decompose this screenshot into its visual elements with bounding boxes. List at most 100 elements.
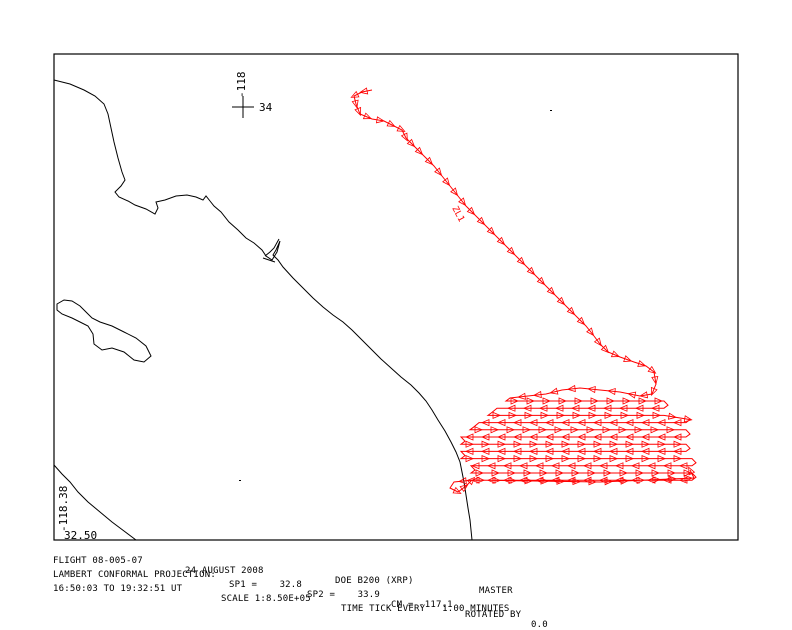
time-tick-marker bbox=[526, 397, 536, 405]
time-tick-marker bbox=[622, 397, 632, 405]
time-tick-marker bbox=[512, 418, 522, 427]
time-tick-marker bbox=[662, 476, 672, 484]
time-tick-marker bbox=[497, 454, 507, 463]
time-tick-marker bbox=[582, 476, 592, 484]
flight-track-map: -118 34 -118.38 32.50 ZL1 bbox=[53, 53, 739, 542]
time-tick-marker bbox=[351, 99, 359, 109]
time-tick-marker bbox=[678, 462, 688, 470]
time-tick-marker bbox=[650, 386, 658, 397]
map-scale: SCALE 1:8.50E+05 bbox=[221, 594, 311, 604]
time-tick-marker bbox=[586, 404, 596, 412]
time-tick-marker bbox=[576, 316, 586, 326]
time-tick-marker bbox=[608, 433, 618, 441]
time-tick-marker bbox=[466, 206, 476, 216]
time-tick-marker bbox=[652, 411, 662, 420]
time-tick-marker bbox=[640, 418, 650, 427]
time-tick-marker bbox=[475, 469, 485, 477]
time-tick-marker bbox=[486, 462, 496, 470]
time-tick-marker bbox=[523, 469, 533, 477]
time-tick-marker bbox=[572, 477, 582, 486]
time-tick-marker bbox=[518, 476, 528, 484]
time-tick-marker bbox=[634, 404, 644, 412]
time-tick-marker bbox=[647, 365, 657, 374]
time-tick-marker bbox=[496, 236, 506, 246]
time-tick-marker bbox=[673, 440, 683, 448]
time-tick-marker bbox=[566, 476, 576, 484]
time-tick-marker bbox=[640, 447, 650, 456]
time-tick-marker bbox=[518, 462, 528, 470]
time-tick-marker bbox=[646, 462, 656, 470]
time-tick-marker bbox=[492, 411, 502, 420]
time-tick-marker bbox=[524, 411, 534, 420]
time-tick-marker bbox=[550, 476, 560, 484]
time-tick-marker bbox=[556, 296, 566, 306]
time-tick-marker bbox=[640, 433, 650, 441]
time-tick-marker bbox=[608, 418, 618, 427]
time-tick-marker bbox=[586, 327, 595, 337]
time-tick-marker bbox=[538, 426, 548, 434]
time-tick-marker bbox=[571, 469, 581, 477]
time-tick-marker bbox=[598, 462, 608, 470]
time-tick-marker bbox=[554, 404, 564, 412]
time-tick-marker bbox=[630, 476, 640, 484]
central-meridian: CM = -117.1 bbox=[391, 600, 453, 610]
time-tick-marker bbox=[458, 477, 467, 485]
time-tick-marker bbox=[513, 440, 523, 448]
time-tick-marker bbox=[576, 447, 586, 456]
time-tick-marker bbox=[466, 476, 476, 486]
time-tick-marker bbox=[538, 404, 548, 412]
time-tick-marker bbox=[556, 411, 566, 420]
time-tick-marker bbox=[534, 462, 544, 470]
time-tick-marker bbox=[672, 447, 682, 456]
time-tick-marker bbox=[528, 418, 538, 427]
time-tick-marker bbox=[572, 411, 582, 420]
sp1-value: SP1 = 32.8 bbox=[229, 580, 303, 590]
time-tick-marker bbox=[641, 454, 651, 463]
time-tick-marker bbox=[624, 447, 634, 456]
time-tick-marker bbox=[657, 454, 667, 463]
time-tick-marker bbox=[625, 454, 635, 463]
time-tick-marker bbox=[567, 384, 576, 393]
southwest-coastline bbox=[53, 464, 137, 541]
time-tick-marker bbox=[507, 469, 517, 477]
time-tick-marker bbox=[452, 486, 462, 494]
time-tick-marker bbox=[650, 404, 660, 412]
time-tick-marker bbox=[396, 124, 406, 132]
time-tick-marker bbox=[508, 411, 518, 420]
time-tick-marker bbox=[560, 433, 570, 441]
time-tick-marker bbox=[619, 469, 629, 477]
time-tick-marker bbox=[529, 454, 539, 463]
time-tick-marker bbox=[496, 418, 506, 427]
time-tick-marker bbox=[609, 440, 619, 448]
time-tick-marker bbox=[576, 418, 586, 427]
time-tick-marker bbox=[667, 412, 677, 420]
time-tick-marker bbox=[618, 426, 628, 434]
time-tick-marker bbox=[540, 411, 550, 420]
time-tick-marker bbox=[641, 440, 651, 448]
time-tick-marker bbox=[375, 116, 385, 124]
time-tick-marker bbox=[502, 476, 512, 484]
time-tick-marker bbox=[667, 469, 677, 477]
time-tick-marker bbox=[688, 466, 696, 476]
time-tick-marker bbox=[593, 440, 603, 448]
time-tick-marker bbox=[544, 418, 554, 427]
time-tick-marker bbox=[359, 87, 369, 95]
time-tick-marker bbox=[636, 476, 645, 485]
corner-longitude-label: -118.38 bbox=[57, 486, 70, 532]
time-tick-marker bbox=[512, 433, 522, 441]
island-outline bbox=[56, 299, 152, 363]
time-tick-marker bbox=[607, 387, 616, 396]
time-tick-marker bbox=[672, 433, 682, 441]
time-tick: TIME TICK EVERY 1.00 MINUTES bbox=[341, 604, 510, 614]
time-tick-marker bbox=[618, 404, 628, 412]
time-tick-marker bbox=[496, 433, 506, 441]
time-tick-marker bbox=[506, 426, 516, 434]
time-tick-marker bbox=[450, 187, 459, 197]
time-tick-marker bbox=[654, 397, 664, 405]
time-tick-marker bbox=[587, 385, 596, 394]
time-tick-marker bbox=[651, 375, 659, 385]
time-tick-marker bbox=[502, 462, 512, 470]
time-tick-marker bbox=[491, 469, 501, 477]
time-tick-marker bbox=[550, 462, 560, 470]
time-tick-marker bbox=[545, 440, 555, 448]
